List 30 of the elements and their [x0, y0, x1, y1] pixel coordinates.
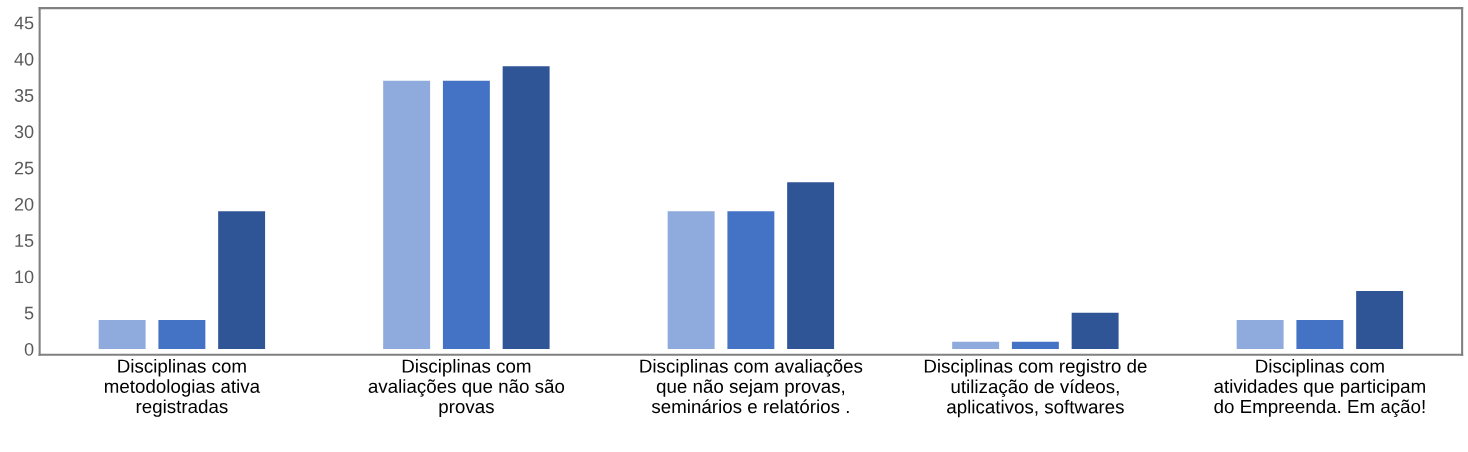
- bar: [442, 80, 490, 350]
- y-tick-label: 30: [14, 125, 34, 139]
- bar: [787, 182, 835, 350]
- bar: [98, 320, 146, 350]
- x-tick-label: Disciplinas com metodologias ativa registradas: [104, 358, 261, 417]
- y-tick-label: 0: [24, 342, 34, 356]
- bar: [383, 80, 431, 350]
- x-tick-label: Disciplinas com avaliações que não sejam provas, seminários e relatórios .: [640, 358, 863, 414]
- bar: [1236, 320, 1284, 350]
- y-tick-label: 40: [14, 52, 34, 66]
- x-tick-label: Disciplinas com atividades que participam do Empreenda. Em ação!: [1214, 358, 1425, 417]
- y-tick-label: 10: [15, 270, 34, 284]
- bar: [727, 211, 775, 350]
- bar: [1071, 312, 1119, 350]
- y-tick-label: 15: [15, 234, 34, 247]
- y-tick-label: 45: [14, 16, 34, 30]
- bar: [1356, 291, 1404, 350]
- bar: [158, 320, 206, 350]
- bar: [1011, 341, 1059, 350]
- bar: [1296, 320, 1344, 350]
- y-tick-label: 5: [24, 306, 34, 320]
- bar: [667, 211, 715, 350]
- bar: [952, 341, 1000, 350]
- x-tick-label: Disciplinas com registro de utilização de vídeos, aplicativos, softwares: [924, 358, 1147, 418]
- bar: [218, 211, 266, 350]
- y-tick-label: 25: [14, 161, 34, 175]
- x-tick-label: Disciplinas com avaliações que não são provas: [368, 358, 565, 417]
- y-tick-label: 35: [14, 89, 34, 102]
- bar: [502, 66, 550, 350]
- y-tick-label: 20: [14, 197, 34, 211]
